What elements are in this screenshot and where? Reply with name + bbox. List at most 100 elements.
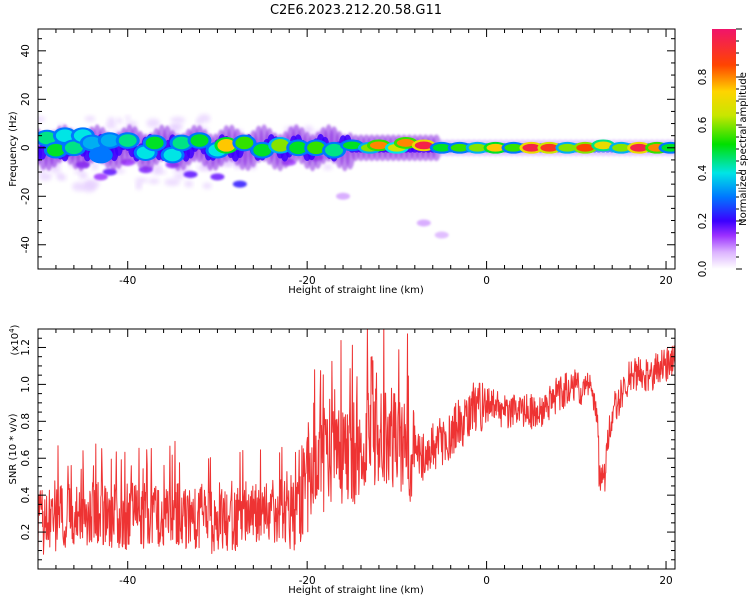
y-tick-label: -20	[20, 188, 32, 205]
y-tick-label: 0.6	[20, 450, 32, 467]
spectrogram-heatmap	[38, 113, 675, 239]
band-segment	[190, 134, 209, 147]
band-segment	[46, 143, 65, 157]
noise-blob	[38, 116, 46, 122]
noise-patch	[183, 170, 198, 178]
colorbar-tick-label: 0.2	[697, 213, 709, 230]
spectrogram-ylabel: Frequency (Hz)	[8, 111, 19, 187]
snr-scale-exponent: 4	[8, 328, 16, 333]
snr-axes: -40 -20 0 20 0.2 0.4 0.6 0.8 1.0 1.2	[20, 328, 675, 587]
y-tick-label: 40	[20, 44, 32, 57]
x-tick-label: -40	[119, 275, 136, 287]
noise-blob	[146, 118, 161, 128]
spectrogram-axes: -40 -20 0 20 -40 -20 0 20 40	[20, 29, 675, 287]
x-tick-label: 0	[483, 575, 490, 587]
band-segment	[630, 143, 649, 152]
noise-blob	[116, 117, 123, 124]
band-segment	[118, 134, 137, 147]
y-tick-label: -40	[20, 236, 32, 253]
x-tick-label: 0	[483, 275, 490, 287]
band-segment	[289, 141, 308, 155]
noise-blob	[124, 115, 131, 120]
noise-blob	[195, 118, 203, 125]
band-segment	[369, 141, 388, 150]
x-tick-label: -20	[299, 275, 316, 287]
colorbar-tick-label: 0.4	[697, 164, 709, 181]
noise-blob	[170, 124, 181, 130]
band-segment	[91, 148, 110, 162]
band-segment	[522, 143, 541, 152]
figure-title: C2E6.2023.212.20.58.G11	[270, 3, 442, 18]
snr-ylabel: SNR (10 * v/v)	[8, 413, 19, 484]
colorbar-label: Normalized spectral amplitude	[738, 72, 749, 226]
snr-scale-close: )	[10, 324, 21, 328]
x-tick-label: 20	[659, 575, 672, 587]
noise-blob	[173, 173, 185, 180]
noise-patch	[93, 173, 108, 181]
noise-blob	[72, 182, 86, 192]
band-segment	[558, 143, 577, 152]
snr-panel: -40 -20 0 20 0.2 0.4 0.6 0.8 1.0 1.2 Height of st…	[8, 324, 676, 596]
x-tick-label: -20	[299, 575, 316, 587]
band-segment	[38, 131, 56, 145]
band-segment	[163, 148, 182, 162]
noise-blob	[56, 172, 63, 181]
y-tick-label: 0.8	[20, 413, 32, 430]
noise-patch	[336, 192, 351, 200]
band-segment	[540, 143, 559, 152]
y-tick-label: 0.4	[20, 486, 32, 503]
spectrogram-xlabel: Height of straight line (km)	[288, 285, 424, 296]
snr-xlabel: Height of straight line (km)	[288, 585, 424, 596]
noise-blob	[323, 164, 333, 171]
band-segment	[594, 141, 613, 150]
snr-scale-note: (x104)	[8, 324, 21, 355]
noise-blob	[151, 165, 161, 175]
band-segment	[55, 129, 74, 142]
band-segment	[343, 141, 362, 150]
band-segment	[468, 143, 487, 152]
y-tick-label: 1.2	[20, 339, 32, 356]
noise-blob	[202, 182, 212, 189]
band-segment	[414, 141, 433, 150]
noise-blob	[38, 172, 52, 181]
noise-patch	[232, 180, 247, 188]
noise-blob	[81, 182, 97, 193]
noise-blob	[234, 164, 241, 170]
band-segment	[100, 134, 119, 147]
y-tick-label: 1.0	[20, 376, 32, 393]
noise-blob	[148, 178, 160, 184]
noise-blob	[135, 177, 149, 183]
noise-patch	[416, 219, 431, 227]
noise-blob	[184, 180, 194, 188]
band-segment	[612, 143, 631, 152]
colorbar-tick-label: 0.8	[697, 69, 709, 86]
noise-blob	[164, 178, 181, 186]
noise-blob	[135, 181, 143, 190]
band-segment	[235, 136, 254, 150]
noise-patch	[434, 231, 449, 239]
band-segment	[172, 136, 191, 150]
noise-blob	[49, 166, 61, 174]
band-segment	[486, 143, 505, 152]
band-segment	[450, 143, 469, 152]
noise-blob	[170, 116, 186, 124]
spectrogram-panel: -40 -20 0 20 -40 -20 0 20 40 Height of straight …	[8, 28, 676, 296]
snr-scale-prefix: (x10	[10, 333, 21, 356]
spectrogram-frame	[37, 28, 676, 270]
y-tick-label: 0	[20, 144, 32, 151]
band-segment	[432, 143, 451, 152]
band-segment	[64, 141, 83, 155]
band-segment	[325, 143, 344, 157]
colorbar-tick-label: 0.0	[697, 261, 709, 278]
band-segment	[253, 143, 272, 157]
noise-blob	[78, 172, 88, 180]
band-segment	[82, 136, 101, 150]
colorbar: 0.0 0.2 0.4 0.6 0.8 Normalized spectral ampl…	[697, 28, 749, 278]
band-segment	[576, 143, 595, 152]
band-segment	[307, 141, 326, 155]
colorbar-gradient	[712, 29, 736, 269]
band-segment	[271, 139, 290, 152]
band-segment	[217, 139, 236, 152]
band-segment	[145, 136, 164, 150]
